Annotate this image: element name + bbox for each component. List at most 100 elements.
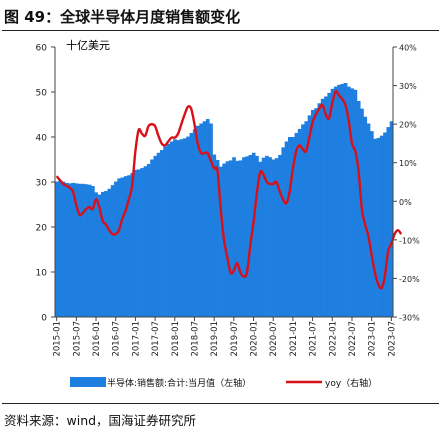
sales-bar <box>376 137 381 317</box>
x-tick-label: 2023-01 <box>368 321 378 357</box>
sales-bar <box>238 160 243 317</box>
right-tick-label: -20% <box>399 275 420 284</box>
sales-bar <box>64 182 69 317</box>
sales-bar <box>156 152 161 317</box>
x-tick-label: 2018-01 <box>171 321 181 357</box>
sales-bar <box>120 177 125 317</box>
right-tick-label: 20% <box>399 121 417 130</box>
sales-bar <box>324 96 328 317</box>
sales-bar <box>127 175 131 317</box>
sales-bar <box>291 137 295 317</box>
legend-bar-swatch <box>70 377 106 387</box>
sales-bar <box>182 138 187 317</box>
sales-bar <box>363 116 368 317</box>
sales-bar <box>379 135 384 317</box>
sales-bar <box>192 129 197 317</box>
left-tick-label: 0 <box>41 314 47 324</box>
x-tick-label: 2021-01 <box>289 321 299 357</box>
sales-bar <box>74 183 79 317</box>
x-tick-label: 2016-07 <box>112 321 122 357</box>
sales-bar <box>97 194 102 317</box>
x-tick-label: 2022-01 <box>328 321 338 357</box>
sales-bar <box>343 83 348 317</box>
sales-bar <box>186 136 190 317</box>
sales-bar <box>242 157 246 317</box>
title-rule <box>2 30 439 31</box>
sales-bar <box>110 185 115 317</box>
sales-bar <box>61 181 66 317</box>
sales-bar <box>179 139 184 317</box>
sales-bar <box>307 115 312 318</box>
legend-bar-label: 半导体:销售额:合计:当月值（左轴） <box>107 377 251 389</box>
left-tick-label: 10 <box>36 269 48 279</box>
legend-line-label: yoy（右轴） <box>325 377 377 389</box>
source-note: 资料来源：wind，国海证券研究所 <box>4 413 197 428</box>
sales-bar <box>215 159 220 317</box>
sales-bar <box>337 84 341 317</box>
sales-bar <box>55 181 59 317</box>
sales-bar <box>228 160 233 317</box>
x-tick-label: 2019-01 <box>210 321 220 357</box>
sales-bar <box>281 147 286 317</box>
sales-bar <box>104 191 108 317</box>
sales-bar <box>146 164 151 317</box>
left-tick-label: 60 <box>36 44 48 54</box>
sales-bar <box>202 121 207 317</box>
sales-bar <box>389 121 394 317</box>
sales-bar <box>100 191 105 317</box>
left-tick-label: 50 <box>36 89 48 99</box>
left-tick-label: 40 <box>36 134 48 144</box>
sales-bar <box>107 188 112 317</box>
sales-bar <box>251 152 256 317</box>
sales-bar <box>143 166 148 317</box>
sales-bar <box>153 155 158 317</box>
sales-bar <box>268 157 272 317</box>
sales-bar <box>169 141 174 317</box>
sales-bar <box>356 101 361 317</box>
sales-bar <box>258 161 263 317</box>
x-tick-label: 2020-01 <box>250 321 260 357</box>
x-tick-label: 2019-07 <box>230 321 240 357</box>
x-tick-label: 2015-01 <box>53 321 63 357</box>
sales-bar <box>130 173 135 317</box>
sales-bar <box>383 132 387 317</box>
left-tick-label: 30 <box>36 179 48 189</box>
right-tick-label: 10% <box>399 159 417 168</box>
sales-bar <box>255 155 259 317</box>
sales-bar <box>265 155 269 317</box>
sales-bar <box>212 154 217 317</box>
right-tick-label: 0% <box>399 198 412 207</box>
sales-bar <box>87 184 92 317</box>
right-tick-label: 40% <box>399 44 417 53</box>
x-tick-label: 2020-07 <box>269 321 279 357</box>
sales-bar <box>58 180 62 317</box>
x-tick-label: 2016-01 <box>92 321 102 357</box>
source-rule <box>2 403 439 404</box>
sales-bar <box>284 141 289 317</box>
sales-bar <box>294 132 299 317</box>
sales-bar <box>340 83 345 318</box>
sales-bar <box>91 186 95 317</box>
sales-bar <box>370 131 374 317</box>
yoy-line <box>55 89 403 290</box>
sales-bar <box>333 86 338 317</box>
sales-bar <box>235 160 240 317</box>
sales-bar <box>274 158 279 317</box>
x-tick-label: 2018-07 <box>190 321 200 357</box>
sales-bar <box>314 108 318 317</box>
sales-bar <box>225 161 230 317</box>
x-tick-label: 2015-07 <box>72 321 82 357</box>
left-tick-label: 20 <box>36 224 48 234</box>
sales-bar <box>199 123 204 317</box>
sales-bar <box>271 159 276 317</box>
sales-bar <box>189 132 194 317</box>
sales-bar <box>68 183 72 317</box>
sales-bar <box>366 123 371 317</box>
sales-bar <box>353 89 358 317</box>
sales-bar <box>81 183 85 317</box>
sales-bar <box>304 121 309 317</box>
sales-bar <box>350 88 354 318</box>
x-tick-label: 2023-07 <box>387 321 397 357</box>
sales-bar <box>114 181 118 317</box>
x-tick-label: 2022-07 <box>348 321 358 357</box>
